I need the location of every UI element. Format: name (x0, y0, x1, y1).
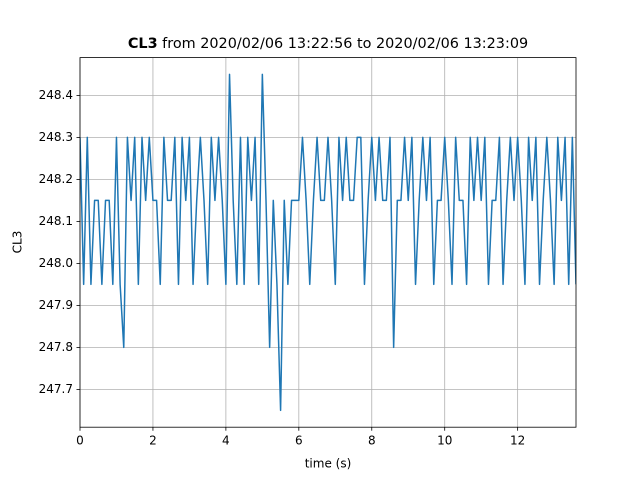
y-tick-label: 247.8 (39, 340, 73, 354)
x-tick-label: 10 (437, 434, 452, 448)
y-tick-label: 248.0 (39, 256, 73, 270)
y-tick-label: 248.1 (39, 214, 73, 228)
chart-title: CL3 from 2020/02/06 13:22:56 to 2020/02/… (128, 36, 528, 52)
title-bold: CL3 (128, 36, 158, 52)
y-tick-label: 247.7 (39, 382, 73, 396)
x-tick-label: 4 (222, 434, 230, 448)
x-tick-label: 12 (510, 434, 525, 448)
data-line (80, 73, 576, 412)
y-tick-label: 247.9 (39, 298, 73, 312)
x-tick-label: 8 (368, 434, 376, 448)
x-tick-label: 2 (149, 434, 157, 448)
x-axis-label: time (s) (305, 457, 352, 471)
y-tick-label: 248.2 (39, 172, 73, 186)
x-tick-label: 0 (76, 434, 84, 448)
y-tick-label: 248.3 (39, 130, 73, 144)
plot-frame (79, 57, 577, 428)
y-tick-label: 248.4 (39, 88, 73, 102)
x-tick-label: 6 (295, 434, 303, 448)
y-axis-label: CL3 (11, 231, 25, 254)
title-text: from 2020/02/06 13:22:56 to 2020/02/06 1… (162, 36, 528, 52)
